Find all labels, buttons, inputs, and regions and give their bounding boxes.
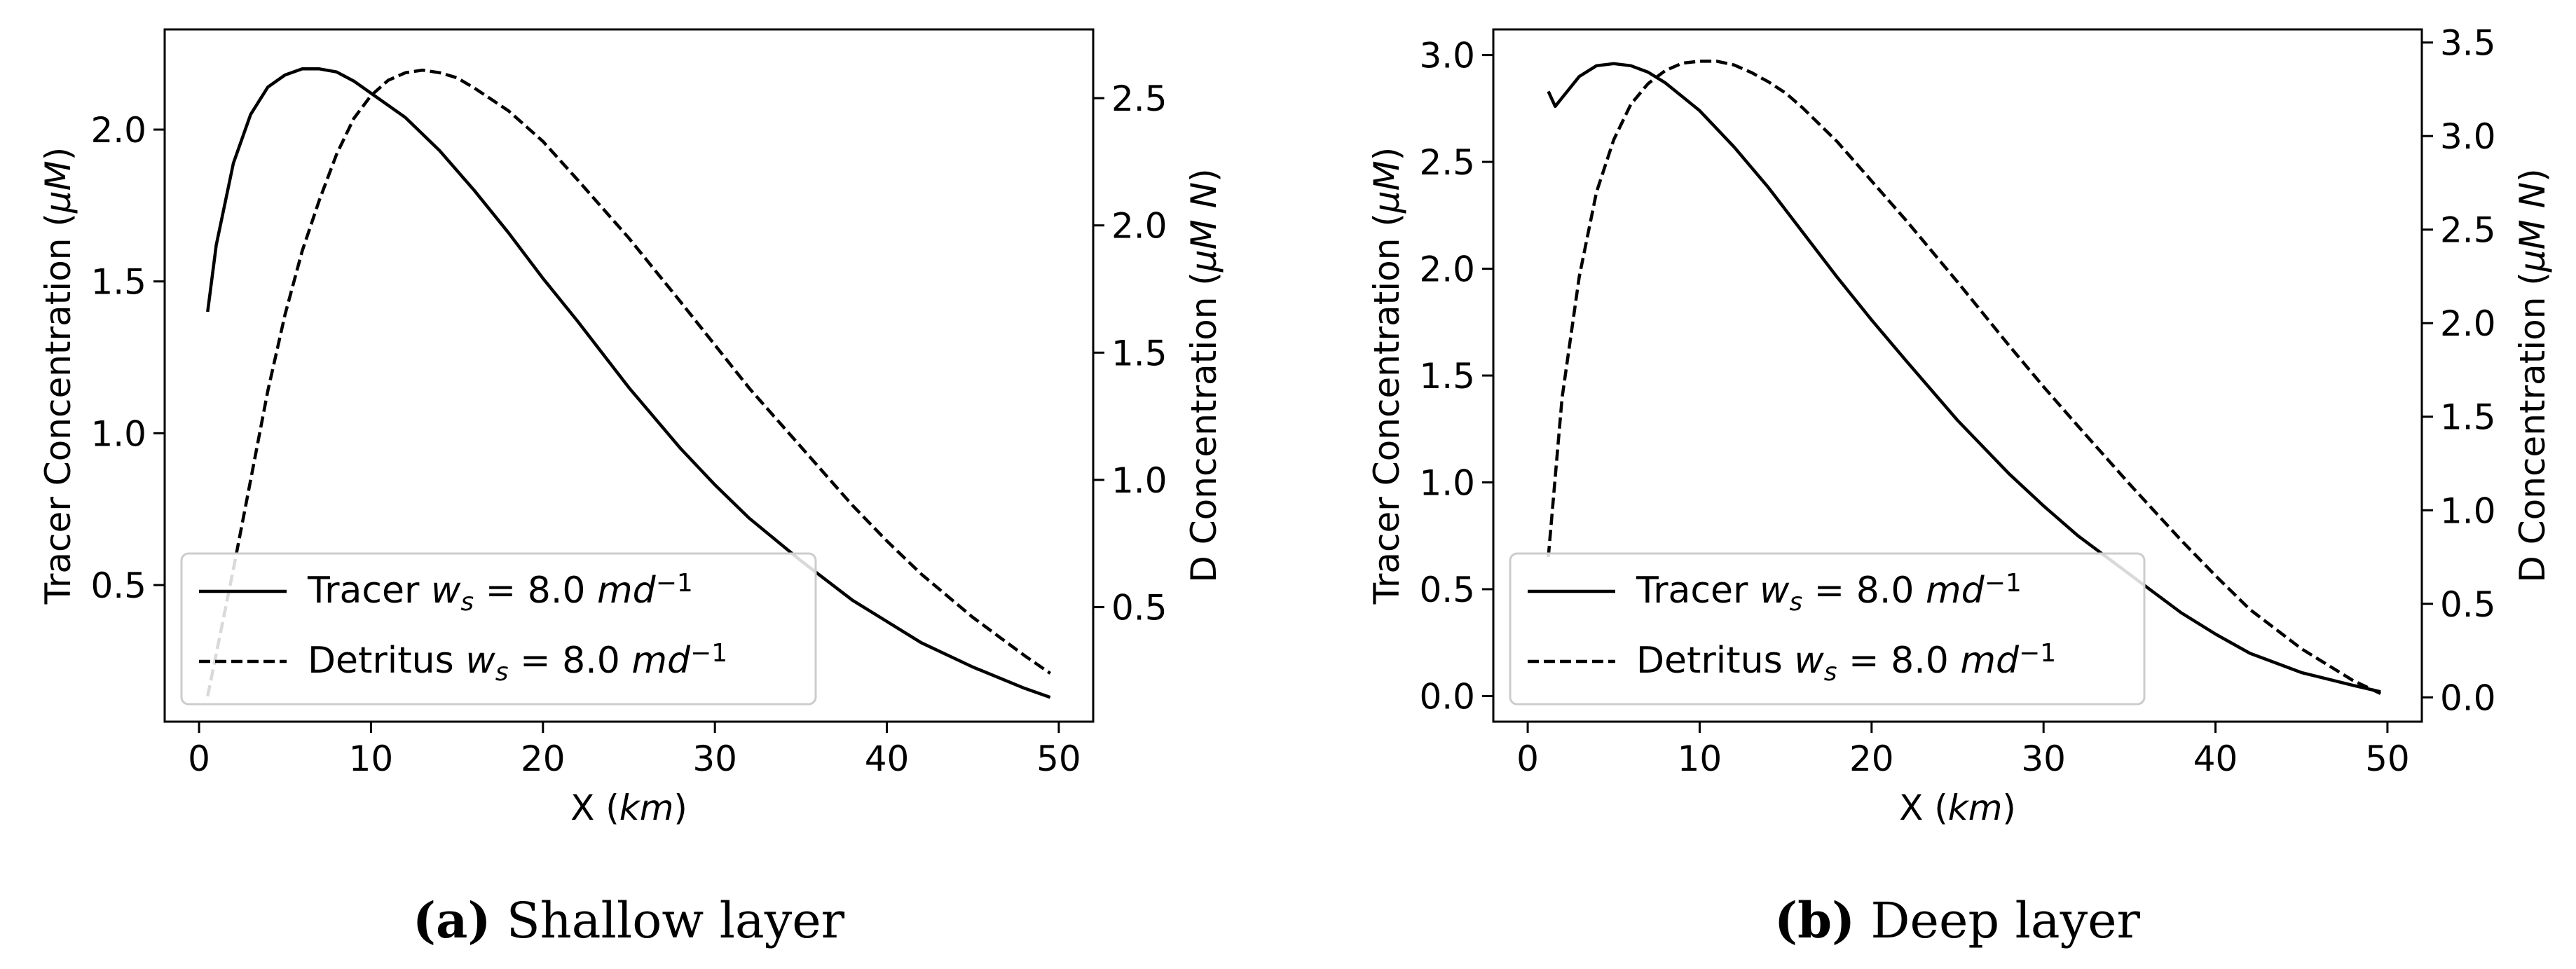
y2-tick-label: 1.5 [1111, 333, 1167, 373]
detritus-series-line [206, 68, 1051, 697]
legend: Tracer ws = 8.0 md−1 Detritus ws = 8.0 md… [1509, 552, 2146, 706]
legend-label: Tracer ws = 8.0 md−1 [307, 569, 693, 617]
x-tick-label: 30 [692, 738, 737, 779]
chart-panel-b: 0 10 20 30 40 50 0.0 0.5 1.0 1.5 2.0 2.5 3.0 0.0 0.5 1.… [1366, 23, 2553, 949]
x-tick-label: 0 [1516, 738, 1539, 779]
x-tick-label: 40 [865, 738, 910, 779]
y-tick-label: 3.0 [1419, 36, 1475, 76]
plot-frame [163, 28, 1095, 723]
y-tick-label: 1.5 [90, 262, 146, 303]
x-tick-label: 0 [188, 738, 210, 779]
caption-tag: (a) [413, 891, 491, 949]
tracer-series-line [1547, 62, 2381, 694]
x-tick-label: 50 [1036, 738, 1081, 779]
y2-tick-label: 2.5 [2440, 210, 2496, 251]
x-tick-label: 20 [1849, 738, 1894, 779]
y2-axis-label: D Concentration (μM N) [2512, 168, 2553, 582]
caption-text: Deep layer [1870, 892, 2140, 949]
x-tick-label: 20 [521, 738, 566, 779]
y-tick-label: 1.0 [1419, 462, 1475, 503]
caption-tag: (b) [1774, 891, 1855, 949]
y-tick-label: 0.0 [1419, 676, 1475, 717]
y-axis-label: Tracer Concentration (μM) [1366, 147, 1407, 605]
chart-panel-a: 0 10 20 30 40 50 0.5 1.0 1.5 2.0 0.5 1.0 1.5 2.0 2.5 X … [38, 28, 1224, 949]
y2-tick-label: 2.0 [1111, 206, 1167, 247]
subfigure-caption: (a) Shallow layer [413, 891, 845, 949]
x-axis-label: X (km) [570, 788, 687, 828]
detritus-series-line [1547, 60, 2382, 695]
y2-tick-label: 0.5 [2440, 584, 2496, 625]
y2-axis-label: D Concentration (μM N) [1184, 168, 1224, 582]
y2-tick-label: 1.5 [2440, 397, 2496, 438]
tracer-series-line [206, 67, 1051, 699]
y-tick-label: 2.0 [1419, 249, 1475, 290]
y-tick-label: 1.5 [1419, 356, 1475, 397]
y-tick-label: 2.0 [90, 110, 146, 151]
legend: Tracer ws = 8.0 md−1 Detritus ws = 8.0 md… [180, 552, 817, 706]
x-tick-label: 10 [349, 738, 394, 779]
y2-tick-label: 1.0 [2440, 490, 2496, 531]
legend-box [180, 552, 817, 706]
legend-label: Detritus ws = 8.0 md−1 [1636, 639, 2056, 687]
y2-tick-label: 2.0 [2440, 303, 2496, 344]
y2-tick-label: 0.0 [2440, 678, 2496, 718]
y-tick-label: 0.5 [1419, 570, 1475, 610]
y-tick-label: 1.0 [90, 413, 146, 454]
legend-label: Detritus ws = 8.0 md−1 [308, 639, 727, 687]
y2-tick-label: 3.5 [2440, 23, 2496, 64]
x-axis-label: X (km) [1899, 788, 2016, 828]
y2-tick-label: 1.0 [1111, 460, 1167, 501]
x-tick-label: 10 [1678, 738, 1722, 779]
legend-box [1509, 552, 2146, 706]
y2-tick-label: 3.0 [2440, 116, 2496, 157]
y-axis-label: Tracer Concentration (μM) [38, 147, 78, 605]
y2-tick-label: 2.5 [1111, 78, 1167, 119]
y2-tick-label: 0.5 [1111, 588, 1167, 628]
subfigure-caption: (b) Deep layer [1774, 891, 2141, 949]
x-tick-label: 40 [2193, 738, 2238, 779]
x-tick-label: 50 [2365, 738, 2410, 779]
y-tick-label: 2.5 [1419, 142, 1475, 183]
caption-text: Shallow layer [507, 892, 845, 949]
y-tick-label: 0.5 [90, 565, 146, 606]
legend-label: Tracer ws = 8.0 md−1 [1636, 569, 2022, 617]
x-tick-label: 30 [2021, 738, 2066, 779]
